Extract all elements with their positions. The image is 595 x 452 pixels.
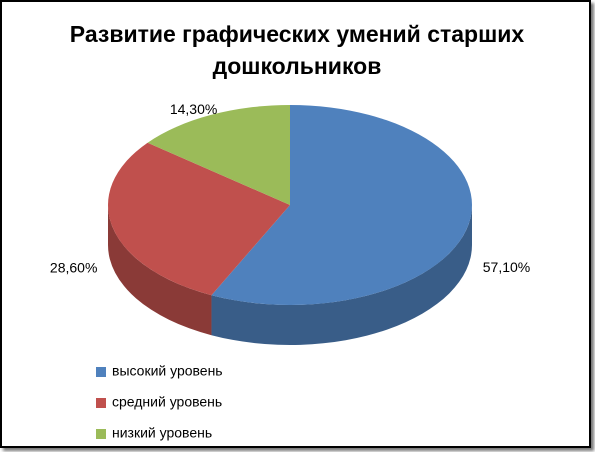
data-label: 14,30% bbox=[170, 101, 217, 117]
legend-label: низкий уровень bbox=[112, 425, 212, 441]
legend-swatch bbox=[96, 429, 106, 439]
pie-slice bbox=[107, 142, 291, 296]
data-label: 57,10% bbox=[483, 259, 530, 275]
legend-label: средний уровень bbox=[112, 394, 222, 410]
pie-slice bbox=[147, 105, 290, 205]
pie-side bbox=[108, 205, 212, 336]
chart-title: Развитие графических умений старших дошк… bbox=[69, 21, 525, 79]
legend-label: высокий уровень bbox=[112, 363, 223, 379]
chart: 57,10% 28,60% 14,30% высокий уровень средний… bbox=[50, 101, 530, 441]
data-label: 28,60% bbox=[50, 259, 97, 275]
pie-slice bbox=[211, 105, 473, 305]
legend-swatch bbox=[96, 398, 106, 408]
legend-swatch bbox=[96, 367, 106, 377]
pie-side bbox=[211, 205, 472, 345]
